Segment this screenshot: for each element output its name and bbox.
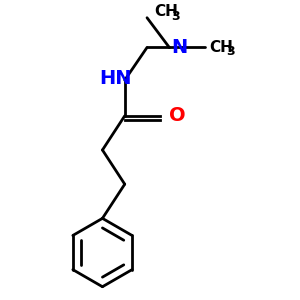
- Text: HN: HN: [100, 69, 132, 88]
- Text: O: O: [169, 106, 186, 125]
- Text: CH: CH: [154, 4, 178, 19]
- Text: CH: CH: [209, 40, 233, 55]
- Text: 3: 3: [226, 45, 234, 58]
- Text: N: N: [171, 38, 187, 57]
- Text: 3: 3: [171, 10, 179, 23]
